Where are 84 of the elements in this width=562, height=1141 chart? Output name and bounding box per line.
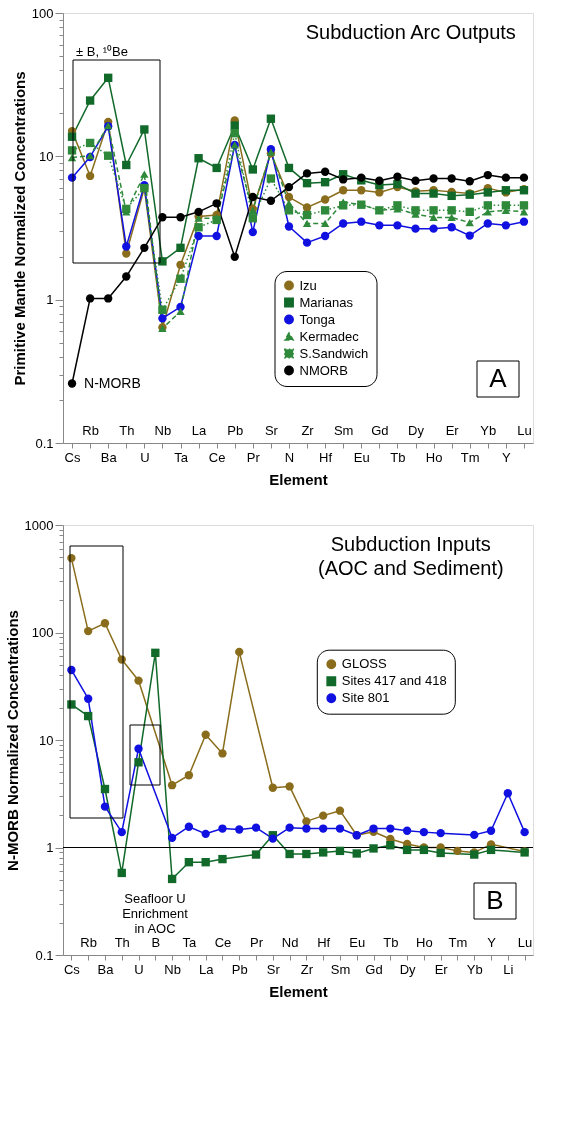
x-tick-label: Lu bbox=[517, 422, 532, 438]
annotation: Seafloor U Enrichment in AOC bbox=[122, 891, 189, 936]
x-tick-label: U bbox=[140, 449, 150, 465]
x-tick-label: Sr bbox=[264, 422, 279, 438]
y-tick-label: 1 bbox=[46, 292, 54, 308]
x-tick-label: Ce bbox=[208, 449, 226, 465]
x-tick-label: Sm bbox=[333, 422, 354, 438]
x-tick-label: Yb bbox=[480, 422, 497, 438]
x-tick-label: Dy bbox=[408, 422, 425, 438]
legend-label: Site 801 bbox=[341, 690, 390, 706]
legend-label: Tonga bbox=[299, 311, 336, 327]
x-axis-title: Element bbox=[269, 982, 328, 1000]
x-tick-label: Cs bbox=[63, 961, 81, 977]
x-tick-label: Er bbox=[434, 961, 449, 977]
legend-label: NMORB bbox=[299, 362, 348, 378]
legend-label: Sites 417 and 418 bbox=[341, 673, 447, 689]
x-tick-label: Ho bbox=[425, 449, 443, 465]
legend-label: GLOSS bbox=[341, 656, 387, 672]
x-tick-label: Ta bbox=[182, 934, 198, 950]
x-tick-label: Tm bbox=[448, 934, 468, 950]
x-tick-label: Hf bbox=[319, 449, 333, 465]
x-tick-label: N bbox=[284, 449, 295, 465]
y-tick-label: 10 bbox=[39, 732, 54, 748]
x-tick-label: Rb bbox=[80, 934, 97, 950]
x-tick-label: Er bbox=[445, 422, 460, 438]
y-tick-label: 0.1 bbox=[35, 947, 54, 963]
x-tick-label: Gd bbox=[371, 422, 389, 438]
x-tick-label: Yb bbox=[466, 961, 483, 977]
chart-title: Subduction Arc Outputs bbox=[305, 21, 516, 43]
y-tick-label: 0.1 bbox=[35, 435, 54, 451]
annotation: N-MORB bbox=[84, 374, 141, 391]
x-tick-label: Dy bbox=[399, 961, 417, 977]
legend-label: Marianas bbox=[299, 294, 354, 310]
chart-title: Subduction Inputs bbox=[330, 533, 491, 555]
annotation: ± B, ¹⁰Be bbox=[76, 44, 128, 59]
x-tick-label: Sr bbox=[266, 961, 281, 977]
x-tick-label: Ho bbox=[416, 934, 433, 950]
y-tick-label: 1 bbox=[46, 840, 54, 855]
x-tick-label: Gd bbox=[365, 961, 383, 977]
y-axis-title: Primitive Mantle Normalized Concentrations bbox=[10, 71, 28, 386]
x-tick-label: Th bbox=[114, 934, 130, 950]
x-tick-label: Ba bbox=[100, 449, 118, 465]
x-tick-label: Th bbox=[119, 422, 135, 438]
x-tick-label: Nd bbox=[281, 934, 299, 950]
y-tick-label: 1000 bbox=[24, 517, 54, 533]
x-tick-label: Zr bbox=[301, 422, 315, 438]
x-tick-label: Hf bbox=[317, 934, 331, 950]
x-tick-label: Cs bbox=[64, 449, 81, 465]
x-tick-label: Nb bbox=[154, 422, 172, 438]
x-tick-label: Pb bbox=[231, 961, 248, 977]
y-tick-label: 100 bbox=[31, 5, 54, 21]
legend-label: S.Sandwich bbox=[299, 345, 369, 361]
x-tick-label: Li bbox=[503, 961, 514, 977]
x-tick-label: U bbox=[134, 961, 144, 977]
x-tick-label: Zr bbox=[300, 961, 314, 977]
x-tick-label: Tm bbox=[460, 449, 480, 465]
x-tick-label: Y bbox=[502, 449, 512, 465]
x-tick-label: Pr bbox=[250, 934, 264, 950]
text: (AOC and Sediment) bbox=[317, 557, 504, 579]
y-tick-label: 100 bbox=[31, 625, 54, 640]
x-tick-label: Eu bbox=[349, 934, 366, 950]
x-tick-label: Lu bbox=[517, 934, 533, 950]
x-tick-label: Ta bbox=[174, 449, 189, 465]
x-tick-label: Nb bbox=[164, 961, 181, 977]
x-tick-label: B bbox=[151, 934, 161, 950]
legend-label: Kermadec bbox=[299, 328, 360, 344]
x-tick-label: Ce bbox=[214, 934, 232, 950]
x-tick-label: La bbox=[198, 961, 215, 977]
legend-label: Izu bbox=[299, 277, 317, 293]
x-tick-label: Eu bbox=[353, 449, 370, 465]
x-axis-title: Element bbox=[269, 470, 328, 488]
annotation: B bbox=[486, 885, 504, 915]
x-tick-label: Y bbox=[487, 934, 497, 950]
x-tick-label: Tb bbox=[383, 934, 399, 950]
x-tick-label: La bbox=[191, 422, 208, 438]
y-axis-title: N-MORB Normalized Concentrations bbox=[3, 610, 21, 871]
x-tick-label: Ba bbox=[97, 961, 115, 977]
x-tick-label: Pr bbox=[246, 449, 261, 465]
y-tick-label: 10 bbox=[39, 148, 54, 164]
annotation: A bbox=[489, 363, 508, 393]
x-tick-label: Sm bbox=[330, 961, 351, 977]
x-tick-label: Rb bbox=[82, 422, 99, 438]
x-tick-label: Pb bbox=[227, 422, 244, 438]
x-tick-label: Tb bbox=[390, 449, 406, 465]
